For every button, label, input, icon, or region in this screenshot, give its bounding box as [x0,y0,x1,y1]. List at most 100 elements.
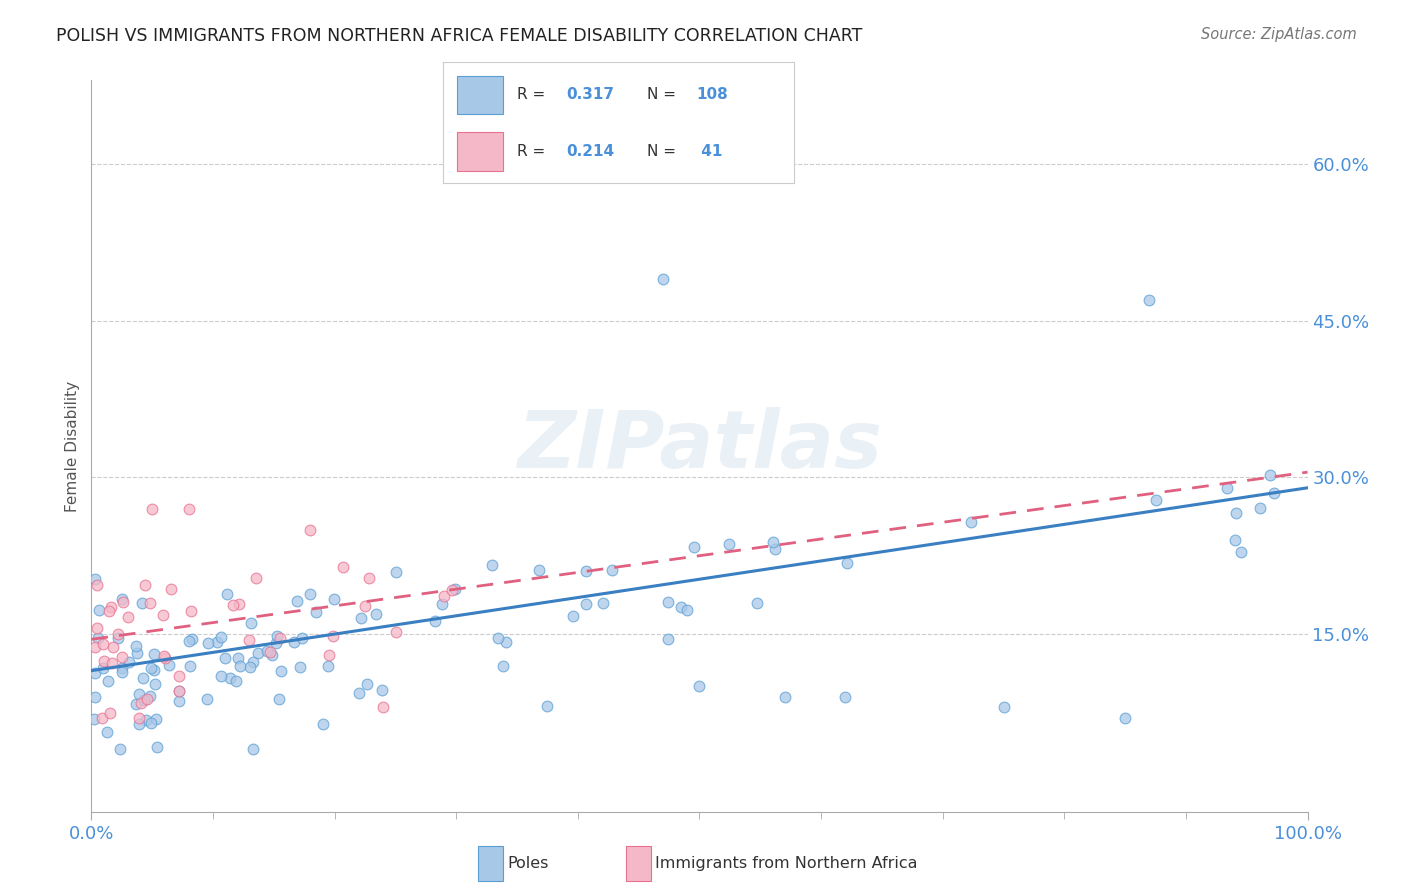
Point [262,648,284,663]
Point [83,572,105,586]
Point [229,659,252,673]
Y-axis label: Female Disability: Female Disability [65,380,80,512]
Point [180,632,202,646]
Point [366,607,388,621]
Point [1225,506,1247,520]
Point [96,724,118,739]
Point [246,646,269,660]
Point [481,558,503,572]
Point [135,713,157,727]
Point [299,587,322,601]
Bar [457,132,503,171]
Point [433,589,456,603]
Point [349,611,371,625]
Point [167,694,190,708]
Point [652,272,675,286]
Point [1230,545,1253,559]
Point [285,594,308,608]
Point [745,595,768,609]
Point [209,669,232,683]
Point [101,656,124,670]
Point [139,596,162,610]
Point [228,597,250,611]
Point [84,665,107,680]
Point [110,742,132,756]
Point [157,657,180,672]
Point [242,655,264,669]
Point [111,595,134,609]
Text: N =: N = [647,87,681,103]
Point [835,556,858,570]
Point [688,679,710,693]
Point [669,600,692,615]
Point [167,684,190,698]
Text: Source: ZipAtlas.com: Source: ZipAtlas.com [1201,27,1357,42]
Point [214,650,236,665]
Point [240,615,263,630]
Point [110,649,132,664]
Point [430,597,453,611]
Point [256,644,278,658]
Point [209,630,232,644]
Bar [457,76,503,114]
Point [153,648,176,663]
Point [291,631,314,645]
Point [1249,501,1271,516]
Point [125,697,148,711]
Text: R =: R = [517,144,550,159]
Point [718,537,741,551]
Point [575,564,598,578]
Point [84,690,107,704]
Point [142,663,165,677]
Point [218,672,240,686]
Point [242,742,264,756]
Point [139,661,162,675]
Point [111,665,134,679]
Point [322,629,344,643]
Point [373,700,395,714]
Point [385,624,408,639]
Point [129,696,152,710]
Point [117,610,139,624]
Point [83,712,105,726]
Point [143,648,166,662]
Point [152,608,174,623]
Point [834,690,856,704]
Point [318,648,340,663]
Point [125,647,148,661]
Point [269,691,291,706]
Point [141,501,163,516]
Point [205,635,228,649]
Point [311,717,333,731]
Point [215,587,238,601]
Point [239,659,262,673]
Text: Immigrants from Northern Africa: Immigrants from Northern Africa [655,856,918,871]
Point [423,615,446,629]
Point [225,673,247,688]
Point [270,664,292,678]
Point [160,582,183,597]
Point [136,692,159,706]
Point [676,603,699,617]
Point [536,699,558,714]
Text: 41: 41 [696,144,723,159]
Point [143,677,166,691]
Point [98,706,121,721]
Point [86,578,108,592]
Point [960,515,983,529]
Point [1215,481,1237,495]
Point [125,639,148,653]
Point [993,700,1015,714]
Point [111,661,134,675]
Point [146,739,169,754]
Point [332,560,354,574]
Point [222,599,245,613]
Point [100,600,122,615]
Point [359,572,381,586]
Text: 108: 108 [696,87,728,103]
Point [356,677,378,691]
Point [283,635,305,649]
Point [177,501,200,516]
Point [1258,467,1281,482]
Point [197,636,219,650]
